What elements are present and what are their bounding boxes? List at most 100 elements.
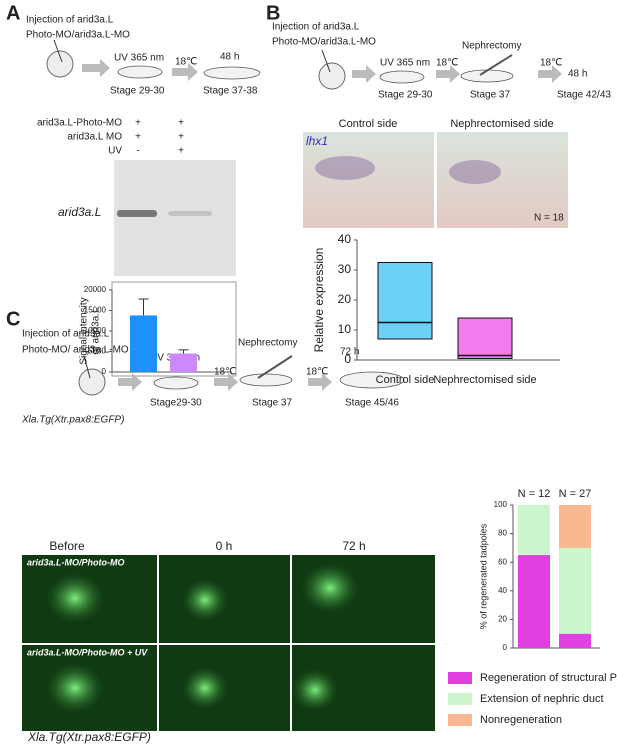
bar-segment [559,633,591,648]
bar-segment [518,555,550,648]
injection: Injection of arid3a.L [22,329,110,340]
column-header: Before [49,539,85,553]
legend-label: Extension of nephric duct [480,693,604,705]
row-label: UV [108,146,122,157]
panel-label: C [6,308,20,330]
category-label: N = 12 [518,488,551,500]
signal [300,562,360,614]
bar-segment [559,547,591,634]
egg [318,62,346,90]
stage: Stage 37 [470,90,510,101]
stage: Stage 29-30 [110,86,165,97]
stain [315,156,375,180]
y-tick-label: 5000 [88,347,106,356]
y-tick-label: 0 [102,367,107,376]
embryo [239,373,293,387]
y-label: of arid3a.L [91,307,102,355]
legend-label: Nonregeneration [480,714,562,726]
temp: 18℃ [540,58,562,69]
stain [449,160,501,184]
y-tick-label: 40 [338,232,352,246]
arrow [214,373,238,391]
arrow [82,59,110,77]
arrow [436,65,460,83]
y-label: Signal intensity [79,297,90,364]
cell: + [178,132,184,143]
cell: + [135,132,141,143]
image [303,132,434,228]
needle [53,39,63,63]
image-grid [22,555,435,731]
arrow [538,65,562,83]
gene: lhx1 [306,134,328,148]
cell: + [178,146,184,157]
injection: Photo-MO/ arid3a.L-MO [22,345,129,356]
y-tick-label: 10 [338,322,352,336]
surgery: Nephrectomy [462,41,521,52]
box [457,317,513,359]
signal [181,666,229,710]
time: 72 h [340,347,359,358]
embryo [379,70,425,84]
uv: UV 365 nm [380,58,430,69]
bar-segment [518,505,550,556]
injection: Photo-MO/arid3a.L-MO [272,37,376,48]
image-title: Control side [339,118,398,130]
caption: Xla.Tg(Xtr.pax8:EGFP) [27,730,151,744]
injection: Injection of arid3a.L [272,22,360,33]
condition-table: arid3a.L-Photo-MO + + arid3a.L MO + + UV… [37,118,184,157]
x-tick-label: Control side [376,374,435,386]
surgery: Nephrectomy [238,338,297,349]
row-label: arid3a.L-MO/Photo-MO + UV [27,647,148,657]
image-title: Nephrectomised side [450,118,553,130]
time: 48 h [568,69,587,80]
column-header: 0 h [216,539,233,553]
gel [114,160,236,276]
signal [291,668,339,712]
y-tick-label: 10000 [84,326,107,335]
signal [181,578,229,622]
tadpole [339,371,405,389]
uv: UV 365 nm [114,53,164,64]
temp: 18℃ [175,57,197,68]
arrow [118,373,142,391]
arrow [172,63,198,81]
y-tick-label: 20 [498,615,507,624]
temp: 18℃ [306,367,328,378]
arrow [308,373,332,391]
legend-label: Regeneration of structural PT [480,672,617,684]
stage: Stage 37 [252,398,292,409]
stage: Stage 42/43 [557,90,611,101]
legend-swatch [448,672,472,684]
forceps [257,355,293,379]
egg [78,368,106,396]
stage: Stage29-30 [150,398,202,409]
embryo [153,376,199,390]
transgenic-line: Xla.Tg(Xtr.pax8:EGFP) [21,415,124,426]
box [377,262,433,340]
row-label: arid3a.L-Photo-MO [37,118,122,129]
y-tick-label: 30 [338,262,352,276]
y-tick-label: 20 [338,292,352,306]
stage: Stage 37-38 [203,86,258,97]
stage: Stage 29-30 [378,90,433,101]
injection: Photo-MO/arid3a.L-MO [26,30,130,41]
legend-swatch [448,693,472,705]
cell: - [136,146,139,157]
bar [170,353,197,372]
category-label: N = 27 [559,488,592,500]
bar [130,315,157,372]
forceps [479,54,513,76]
y-tick-label: 20000 [84,285,107,294]
signal [45,572,105,624]
bar-segment [559,505,591,548]
stage: Stage 45/46 [345,398,399,409]
row-label: arid3a.L-MO/Photo-MO [27,557,125,567]
embryo [117,65,163,79]
gel-band [117,210,157,217]
gel-label: arid3a.L [58,205,101,219]
time: 48 h [220,52,239,63]
signal [45,662,105,714]
arrow [352,65,376,83]
